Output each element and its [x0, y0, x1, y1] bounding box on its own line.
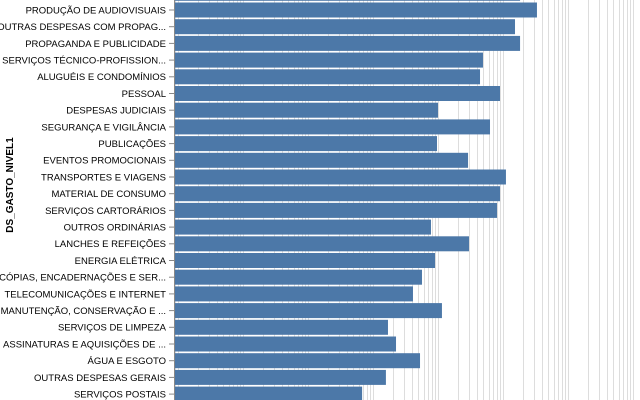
bar: [174, 269, 422, 285]
bar: [174, 303, 442, 319]
bar: [174, 369, 386, 385]
y-tick-label: SEGURANÇA E VIGILÂNCIA: [41, 122, 166, 133]
y-axis: [169, 0, 175, 400]
bar: [174, 336, 397, 352]
y-tick-label: MANUTENÇÃO, CONSERVAÇÃO E ...: [1, 306, 166, 317]
y-tick-label: DESPESAS JUDICIAIS: [66, 106, 166, 117]
bar: [174, 119, 491, 135]
y-tick-label: SERVIÇOS CARTORÁRIOS: [45, 206, 166, 217]
bar: [174, 86, 500, 101]
y-tick-label: TELECOMUNICAÇÕES E INTERNET: [4, 289, 166, 300]
bar: [174, 102, 438, 118]
bar: [174, 353, 421, 369]
y-tick-label: OUTRAS DESPESAS GERAIS: [34, 373, 166, 384]
bar: [174, 219, 431, 235]
bar: [174, 286, 413, 302]
bar: [174, 35, 521, 51]
y-tick-label: OUTRAS DESPESAS COM PROPAG...: [0, 22, 166, 33]
y-tick-label: CÓPIAS, ENCADERNAÇÕES E SER...: [0, 273, 166, 284]
y-tick-label: SERVIÇOS POSTAIS: [74, 390, 166, 400]
y-tick-label: ASSINATURAS E AQUISIÇÕES DE ...: [3, 339, 166, 350]
y-tick-label: PRODUÇÃO DE AUDIOVISUAIS: [26, 5, 166, 16]
y-tick-label: ALUGUÉIS E CONDOMÍNIOS: [37, 72, 166, 83]
bar: [174, 236, 470, 252]
y-tick-label: ENERGIA ELÉTRICA: [75, 256, 167, 267]
y-tick-label: TRANSPORTES E VIAGENS: [41, 172, 166, 183]
bar: [174, 169, 506, 185]
bar: [174, 319, 388, 335]
bar: [174, 69, 481, 85]
y-tick-label: SERVIÇOS DE LIMPEZA: [58, 323, 167, 334]
bar: [174, 52, 483, 68]
bar: [174, 19, 516, 35]
bar: [174, 202, 498, 218]
bar: [174, 186, 501, 202]
y-tick-label: SERVIÇOS TÉCNICO-PROFISSION...: [2, 56, 166, 67]
y-tick-label: PROPAGANDA E PUBLICIDADE: [25, 39, 166, 50]
y-tick-label: EVENTOS PROMOCIONAIS: [43, 156, 166, 167]
bar: [174, 253, 436, 268]
y-tick-labels: PRODUÇÃO DE AUDIOVISUAIS OUTRAS DESPESAS …: [0, 5, 167, 400]
y-tick-label: OUTROS ORDINÁRIAS: [64, 223, 166, 234]
bars: [174, 0, 537, 400]
bar: [174, 386, 363, 400]
bar: [174, 2, 537, 18]
bar: [174, 152, 469, 168]
bar: [174, 136, 437, 152]
y-tick-label: PUBLICAÇÕES: [98, 139, 166, 150]
y-tick-label: LANCHES E REFEIÇÕES: [55, 239, 166, 250]
y-tick-label: ÁGUA E ESGOTO: [88, 356, 167, 367]
y-axis-title: DS_GASTO_NIVEL1: [5, 137, 16, 233]
y-tick-label: PESSOAL: [122, 89, 166, 100]
y-tick-label: MATERIAL DE CONSUMO: [51, 189, 166, 200]
bar: [174, 0, 521, 1]
